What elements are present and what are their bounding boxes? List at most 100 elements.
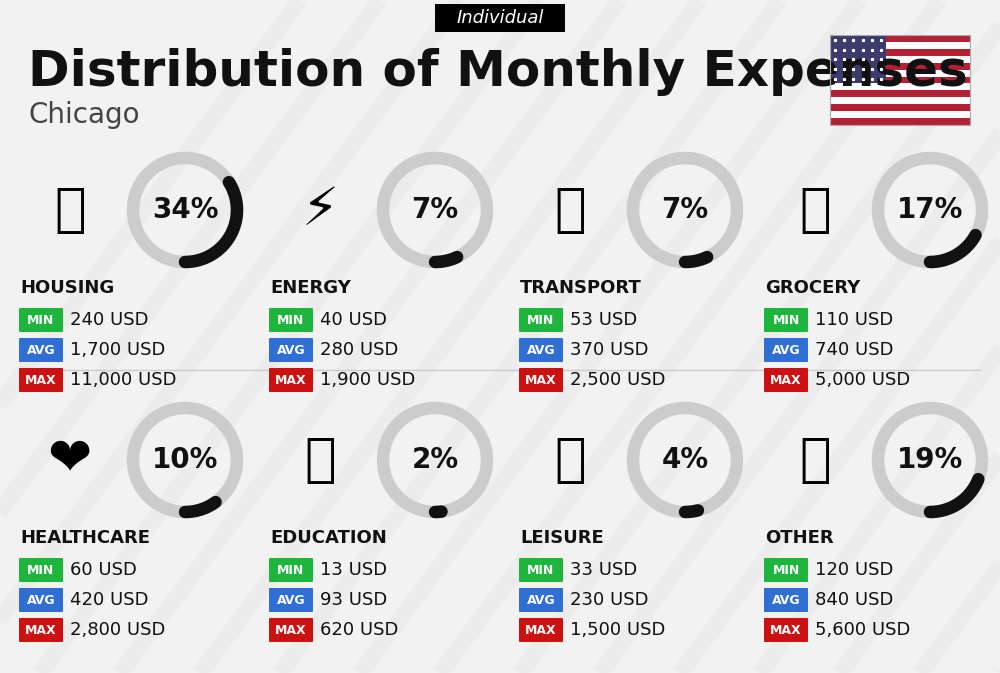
FancyBboxPatch shape <box>269 368 313 392</box>
Text: AVG: AVG <box>27 343 55 357</box>
Text: 370 USD: 370 USD <box>570 341 648 359</box>
Text: 🚌: 🚌 <box>554 184 586 236</box>
Text: 7%: 7% <box>661 196 709 224</box>
Bar <box>830 118 970 125</box>
FancyBboxPatch shape <box>519 558 563 582</box>
Text: MIN: MIN <box>277 563 305 577</box>
Bar <box>830 98 970 104</box>
Text: 4%: 4% <box>661 446 709 474</box>
FancyBboxPatch shape <box>19 308 63 332</box>
Bar <box>830 90 970 98</box>
Text: MAX: MAX <box>25 374 57 386</box>
Text: 5,000 USD: 5,000 USD <box>815 371 910 389</box>
FancyBboxPatch shape <box>269 618 313 642</box>
FancyBboxPatch shape <box>269 338 313 362</box>
Text: MIN: MIN <box>27 563 55 577</box>
Text: AVG: AVG <box>772 343 800 357</box>
Text: MAX: MAX <box>770 623 802 637</box>
Bar <box>830 42 970 49</box>
Bar <box>830 63 970 69</box>
Bar <box>830 35 970 42</box>
Text: MIN: MIN <box>527 563 555 577</box>
Text: Chicago: Chicago <box>28 101 140 129</box>
Bar <box>830 56 970 63</box>
Text: ❤️: ❤️ <box>48 434 92 486</box>
Text: 60 USD: 60 USD <box>70 561 137 579</box>
FancyBboxPatch shape <box>19 368 63 392</box>
Text: 👜: 👜 <box>799 434 831 486</box>
FancyBboxPatch shape <box>764 368 808 392</box>
FancyBboxPatch shape <box>269 588 313 612</box>
Text: 1,700 USD: 1,700 USD <box>70 341 165 359</box>
Bar <box>830 104 970 111</box>
FancyBboxPatch shape <box>764 308 808 332</box>
Text: 740 USD: 740 USD <box>815 341 894 359</box>
Text: MAX: MAX <box>275 623 307 637</box>
Text: Individual: Individual <box>456 9 544 27</box>
Text: 840 USD: 840 USD <box>815 591 893 609</box>
Bar <box>830 35 886 83</box>
Text: GROCERY: GROCERY <box>765 279 860 297</box>
FancyBboxPatch shape <box>519 338 563 362</box>
Text: 🛒: 🛒 <box>799 184 831 236</box>
Text: 5,600 USD: 5,600 USD <box>815 621 910 639</box>
Text: 7%: 7% <box>411 196 459 224</box>
Text: HOUSING: HOUSING <box>20 279 114 297</box>
Text: 620 USD: 620 USD <box>320 621 398 639</box>
Text: 240 USD: 240 USD <box>70 311 148 329</box>
FancyBboxPatch shape <box>269 558 313 582</box>
Text: TRANSPORT: TRANSPORT <box>520 279 642 297</box>
Text: 10%: 10% <box>152 446 218 474</box>
Bar <box>830 111 970 118</box>
Text: Distribution of Monthly Expenses: Distribution of Monthly Expenses <box>28 48 968 96</box>
Text: 280 USD: 280 USD <box>320 341 398 359</box>
Text: 13 USD: 13 USD <box>320 561 387 579</box>
Text: 11,000 USD: 11,000 USD <box>70 371 176 389</box>
Text: MIN: MIN <box>27 314 55 326</box>
FancyBboxPatch shape <box>269 308 313 332</box>
Text: AVG: AVG <box>277 594 305 606</box>
Text: 2,800 USD: 2,800 USD <box>70 621 165 639</box>
Text: 🏢: 🏢 <box>54 184 86 236</box>
Text: 93 USD: 93 USD <box>320 591 387 609</box>
Text: 230 USD: 230 USD <box>570 591 648 609</box>
Text: 17%: 17% <box>897 196 963 224</box>
Text: MAX: MAX <box>275 374 307 386</box>
FancyBboxPatch shape <box>435 4 565 32</box>
Text: MIN: MIN <box>772 314 800 326</box>
Text: 34%: 34% <box>152 196 218 224</box>
Text: 1,500 USD: 1,500 USD <box>570 621 665 639</box>
FancyBboxPatch shape <box>19 618 63 642</box>
Text: 120 USD: 120 USD <box>815 561 893 579</box>
Text: MIN: MIN <box>277 314 305 326</box>
Text: MAX: MAX <box>525 623 557 637</box>
Text: 🛍: 🛍 <box>554 434 586 486</box>
Text: MIN: MIN <box>772 563 800 577</box>
Text: MAX: MAX <box>770 374 802 386</box>
Text: EDUCATION: EDUCATION <box>270 529 387 547</box>
Text: ⚡: ⚡ <box>302 184 338 236</box>
Text: AVG: AVG <box>27 594 55 606</box>
Text: 110 USD: 110 USD <box>815 311 893 329</box>
Bar <box>830 35 970 125</box>
Text: 🎓: 🎓 <box>304 434 336 486</box>
FancyBboxPatch shape <box>19 588 63 612</box>
Text: 53 USD: 53 USD <box>570 311 637 329</box>
FancyBboxPatch shape <box>764 618 808 642</box>
FancyBboxPatch shape <box>764 338 808 362</box>
Text: 1,900 USD: 1,900 USD <box>320 371 415 389</box>
Text: MAX: MAX <box>525 374 557 386</box>
Text: AVG: AVG <box>277 343 305 357</box>
Text: AVG: AVG <box>527 343 555 357</box>
Text: OTHER: OTHER <box>765 529 834 547</box>
Text: ENERGY: ENERGY <box>270 279 351 297</box>
FancyBboxPatch shape <box>519 308 563 332</box>
Text: AVG: AVG <box>772 594 800 606</box>
Text: 19%: 19% <box>897 446 963 474</box>
FancyBboxPatch shape <box>764 588 808 612</box>
FancyBboxPatch shape <box>764 558 808 582</box>
FancyBboxPatch shape <box>519 618 563 642</box>
Text: 40 USD: 40 USD <box>320 311 387 329</box>
Text: AVG: AVG <box>527 594 555 606</box>
Bar <box>830 49 970 56</box>
